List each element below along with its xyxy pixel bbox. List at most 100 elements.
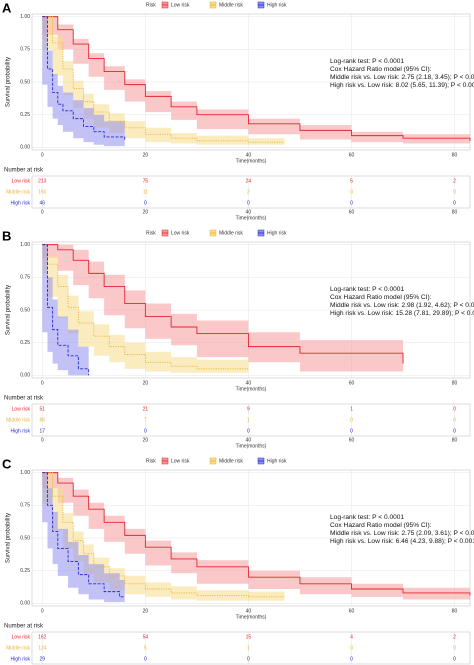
table-frame <box>31 175 471 209</box>
panel-label: C <box>2 456 12 471</box>
risk-count: 1 <box>350 406 353 412</box>
risk-count: 7 <box>144 417 147 423</box>
y-tick-label: 0.50 <box>20 535 30 541</box>
risk-count: 0 <box>247 656 250 662</box>
risk-row-label: Middle risk <box>6 417 30 423</box>
risk-row-label: High risk <box>11 428 31 434</box>
annotation: High risk vs. Low risk: 8.02 (5.65, 11.3… <box>330 82 474 89</box>
risk-count: 54 <box>143 634 149 640</box>
x-tick-label: 60 <box>349 437 355 443</box>
risk-count: 0 <box>144 656 147 662</box>
risk-count: 15 <box>246 634 252 640</box>
y-tick-label: 1.00 <box>20 14 30 20</box>
legend-label: Middle risk <box>219 458 243 464</box>
risk-count: 1 <box>247 417 250 423</box>
legend-label: High risk <box>267 458 287 464</box>
confidence-band <box>42 244 89 376</box>
plot-frame <box>31 241 471 379</box>
risk-count: 51 <box>40 406 46 412</box>
risk-count: 0 <box>350 200 353 206</box>
risk-count: 29 <box>40 656 46 662</box>
y-tick-label: 0.75 <box>20 275 30 281</box>
annotation: Cox Hazard Ratio model (95% CI): <box>330 522 432 529</box>
risk-count: 0 <box>453 189 456 195</box>
annotation: Middle risk vs. Low risk: 2.75 (2.09, 3.… <box>330 530 474 537</box>
annotation: Log-rank test: P < 0.0001 <box>330 286 404 293</box>
risk-count: 0 <box>350 645 353 651</box>
legend-title: Risk <box>146 230 156 236</box>
y-tick-label: 0.00 <box>20 373 30 379</box>
x-axis-title: Time(months) <box>236 443 267 449</box>
risk-count: 2 <box>247 189 250 195</box>
legend-label: Low risk <box>171 2 190 8</box>
annotation: Middle risk vs. Low risk: 2.75 (2.18, 3.… <box>330 74 474 81</box>
risk-count: 86 <box>40 417 46 423</box>
risk-count: 0 <box>453 200 456 206</box>
confidence-band <box>42 472 471 600</box>
survival-curve <box>42 16 471 141</box>
risk-row-label: Middle risk <box>6 645 30 651</box>
y-tick-label: 0.00 <box>20 145 30 151</box>
annotation: High risk vs. Low risk: 6.46 (4.23, 9.88… <box>330 538 474 545</box>
x-tick-label: 60 <box>349 152 355 158</box>
risk-count: 5 <box>350 178 353 184</box>
risk-row-label: Low risk <box>12 178 31 184</box>
risk-row-label: High risk <box>11 200 31 206</box>
legend-label: Middle risk <box>219 2 243 8</box>
y-tick-label: 1.00 <box>20 242 30 248</box>
risk-count: 5 <box>144 645 147 651</box>
x-tick-label: 20 <box>143 608 149 614</box>
x-tick-label: 20 <box>143 380 149 386</box>
annotation: Cox Hazard Ratio model (95% CI): <box>330 294 432 301</box>
panel-label: B <box>2 228 11 243</box>
risk-count: 1 <box>247 645 250 651</box>
x-tick-label: 20 <box>143 152 149 158</box>
risk-row-label: High risk <box>11 656 31 662</box>
legend-title: Risk <box>146 2 156 8</box>
risk-count: 24 <box>246 178 252 184</box>
risk-count: 213 <box>38 178 47 184</box>
survival-curve <box>42 16 285 143</box>
survival-curve <box>42 472 125 598</box>
x-axis-title: Time(months) <box>236 158 267 164</box>
y-tick-label: 0.00 <box>20 601 30 607</box>
y-tick-label: 1.00 <box>20 470 30 476</box>
x-tick-label: 20 <box>143 437 149 443</box>
confidence-band <box>42 16 471 144</box>
risk-count: 0 <box>144 428 147 434</box>
y-axis-title: Survival probability <box>6 513 12 563</box>
x-tick-label: 40 <box>246 152 252 158</box>
risk-count: 0 <box>453 656 456 662</box>
x-tick-label: 40 <box>246 380 252 386</box>
risk-count: 46 <box>40 200 46 206</box>
y-tick-label: 0.25 <box>20 112 30 118</box>
x-tick-label: 0 <box>41 437 44 443</box>
risk-count: 0 <box>247 428 250 434</box>
risk-count: 4 <box>350 634 353 640</box>
risk-table-title: Number at risk <box>4 396 44 402</box>
y-axis-title: Survival probability <box>6 57 12 107</box>
x-tick-label: 0 <box>41 608 44 614</box>
x-axis-title: Time(months) <box>236 614 267 620</box>
risk-row-label: Middle risk <box>6 189 30 195</box>
survival-curve <box>42 472 285 598</box>
y-axis-title: Survival probability <box>6 285 12 335</box>
survival-curve <box>42 244 90 376</box>
annotation: High risk vs. Low risk: 15.28 (7.81, 29.… <box>330 310 474 317</box>
x-tick-label: 0 <box>41 209 44 215</box>
risk-count: 0 <box>350 656 353 662</box>
risk-count: 0 <box>144 200 147 206</box>
risk-count: 0 <box>350 189 353 195</box>
risk-count: 21 <box>143 406 149 412</box>
x-axis-title: Time(months) <box>236 386 267 392</box>
risk-count: 17 <box>40 428 46 434</box>
x-tick-label: 40 <box>246 608 252 614</box>
x-tick-label: 80 <box>452 380 458 386</box>
confidence-band <box>42 244 404 372</box>
risk-count: 0 <box>350 428 353 434</box>
x-tick-label: 60 <box>349 209 355 215</box>
y-tick-label: 0.25 <box>20 568 30 574</box>
x-tick-label: 80 <box>452 437 458 443</box>
risk-count: 0 <box>453 645 456 651</box>
